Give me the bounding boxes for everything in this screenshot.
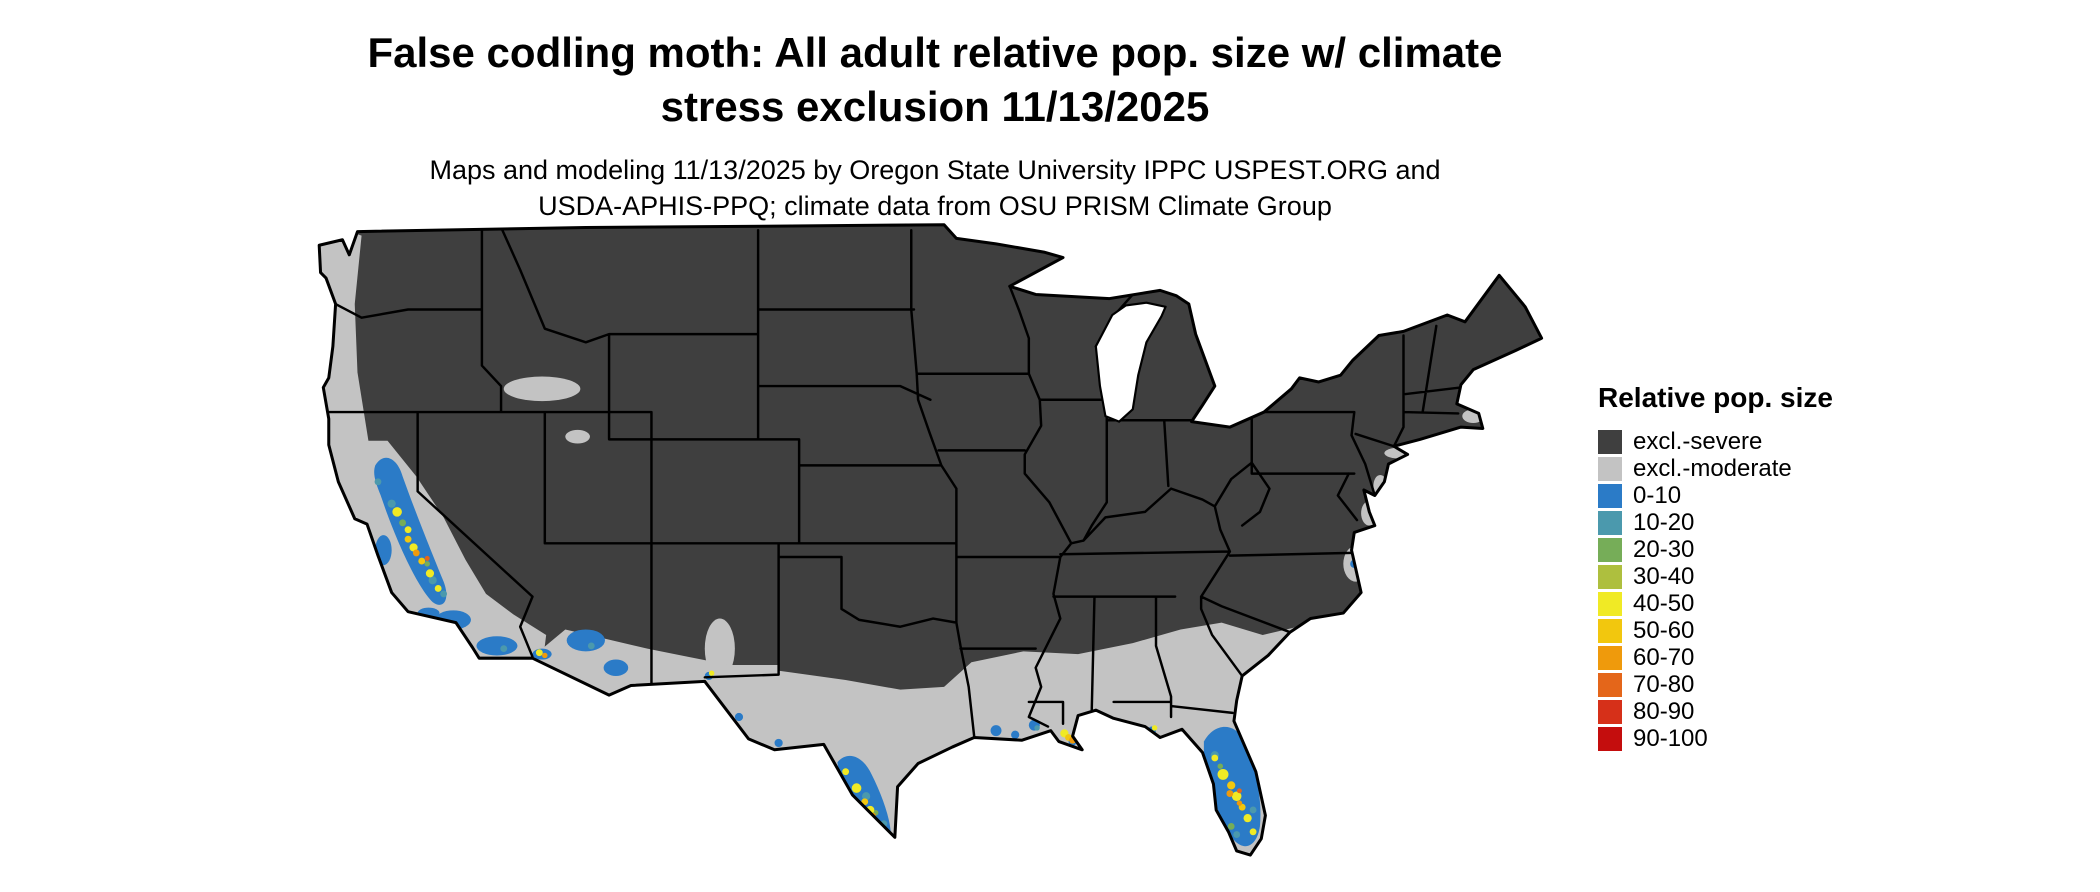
lake-michigan [1094,301,1167,423]
legend-item-label: 50-60 [1633,616,1695,644]
legend-item: excl.-moderate [1598,455,1833,482]
legend-item: 10-20 [1598,509,1833,536]
map-container [312,222,1557,892]
legend-swatch-20-30 [1598,537,1622,562]
map-layer-70-80 [424,555,1242,794]
map-layer-20-30 [399,519,1235,830]
legend-title: Relative pop. size [1598,382,1833,413]
legend-swatch-10-20 [1598,510,1622,535]
legend-swatch-90-100 [1598,726,1622,751]
legend-item-label: excl.-severe [1633,427,1763,455]
legend-swatch-50-60 [1598,618,1622,643]
map-layer-50-60 [404,535,1246,811]
legend-item: 70-80 [1598,671,1833,698]
legend-item-label: 80-90 [1633,697,1695,725]
legend-swatch-excl-moderate [1598,456,1622,481]
legend-item: 0-10 [1598,482,1833,509]
map-title-line1: False codling moth: All adult relative p… [367,29,1503,76]
legend-item-label: 0-10 [1633,481,1682,509]
legend-item-label: 70-80 [1633,670,1695,698]
legend-swatch-80-90 [1598,699,1622,724]
header: False codling moth: All adult relative p… [0,26,1870,224]
legend-item: 40-50 [1598,590,1833,617]
map-subtitle-line2: USDA-APHIS-PPQ; climate data from OSU PR… [538,190,1332,221]
map-subtitle-line1: Maps and modeling 11/13/2025 by Oregon S… [429,154,1441,185]
legend-swatch-40-50 [1598,591,1622,616]
map-layer-excl-severe [319,224,1542,856]
map-title-line2: stress exclusion 11/13/2025 [660,82,1210,130]
map-layer-40-50 [392,507,1257,836]
legend-item: 90-100 [1598,725,1833,752]
us-outline [317,223,1544,857]
map-layer-10-20 [374,478,1257,838]
us-map [317,223,1544,857]
legend-item-label: 60-70 [1633,643,1695,671]
legend-item-label: 20-30 [1633,535,1695,563]
state-borders [327,228,1463,738]
legend-item-label: excl.-moderate [1633,454,1792,482]
legend-swatch-0-10 [1598,483,1622,508]
legend-item-label: 90-100 [1633,724,1708,752]
legend-item-label: 30-40 [1633,562,1695,590]
legend: Relative pop. size excl.-severe excl.-mo… [1598,382,1833,752]
legend-item: 20-30 [1598,536,1833,563]
legend-item: 50-60 [1598,617,1833,644]
legend-item-label: 40-50 [1633,589,1695,617]
legend-item: 30-40 [1598,563,1833,590]
legend-swatch-60-70 [1598,645,1622,670]
legend-swatch-excl-severe [1598,429,1622,454]
legend-item: 80-90 [1598,698,1833,725]
map-subtitle: Maps and modeling 11/13/2025 by Oregon S… [0,152,1870,225]
legend-item: excl.-severe [1598,428,1833,455]
legend-item: 60-70 [1598,644,1833,671]
legend-swatch-70-80 [1598,672,1622,697]
legend-swatch-30-40 [1598,564,1622,589]
legend-item-label: 10-20 [1633,508,1695,536]
